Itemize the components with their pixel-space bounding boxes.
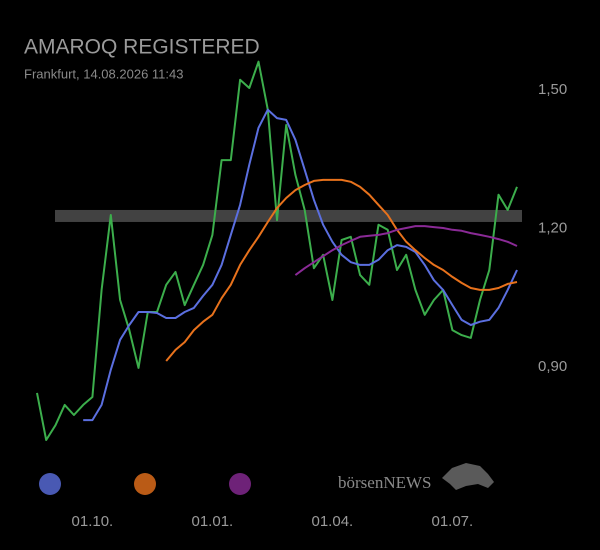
series-line [294, 225, 518, 276]
legend-marker [39, 473, 61, 495]
x-tick-label: 01.01. [192, 513, 234, 530]
chart-title: AMAROQ REGISTERED [24, 36, 260, 59]
x-tick-label: 01.04. [312, 513, 354, 530]
x-tick-label: 01.10. [72, 513, 114, 530]
legend-marker [229, 473, 251, 495]
chart-subtitle: Frankfurt, 14.08.2026 11:43 [24, 66, 183, 81]
watermark: börsenNEWS [338, 473, 431, 492]
series-line [165, 178, 518, 362]
legend-marker [134, 473, 156, 495]
y-tick-label: 0,90 [538, 358, 567, 375]
x-tick-label: 01.07. [431, 513, 473, 530]
series-line [36, 60, 518, 441]
series-line [83, 108, 518, 422]
y-tick-label: 1,20 [538, 219, 567, 236]
watermark-icon [442, 463, 494, 490]
reference-band [55, 209, 522, 222]
y-tick-label: 1,50 [538, 81, 567, 98]
